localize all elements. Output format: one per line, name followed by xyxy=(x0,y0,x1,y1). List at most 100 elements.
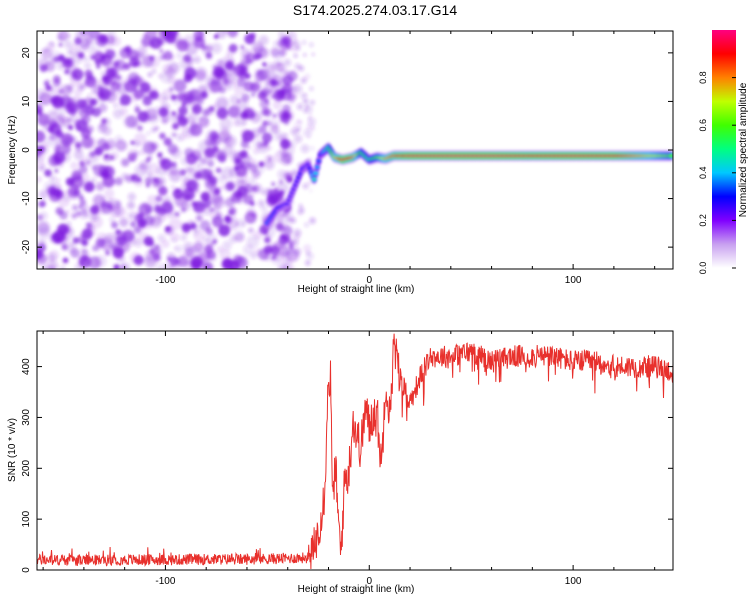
heatmap-noise-blob xyxy=(75,125,82,131)
heatmap-noise-blob xyxy=(120,158,130,167)
heatmap-noise-blob xyxy=(300,144,310,154)
heatmap-noise-blob xyxy=(151,69,157,74)
heatmap-noise-blob xyxy=(49,94,60,105)
heatmap-noise-blob xyxy=(163,31,171,36)
heatmap-noise-blob xyxy=(118,102,123,107)
heatmap-noise-blob xyxy=(222,144,234,157)
heatmap-noise-blob xyxy=(143,32,148,38)
heatmap-noise-blob xyxy=(153,114,159,121)
heatmap-noise-blob xyxy=(286,94,295,102)
heatmap-noise-blob xyxy=(90,177,97,183)
heatmap-noise-blob xyxy=(127,212,135,220)
heatmap-noise-blob xyxy=(42,119,50,127)
heatmap-noise-blob xyxy=(296,126,302,132)
heatmap-noise-blob xyxy=(52,75,61,83)
heatmap-noise-blob xyxy=(292,84,296,88)
heatmap-noise-blob xyxy=(113,264,120,269)
heatmap-noise-blob xyxy=(119,94,131,106)
heatmap-noise-blob xyxy=(91,107,102,117)
heatmap-noise-blob xyxy=(184,247,195,258)
heatmap-noise-blob xyxy=(124,45,132,54)
heatmap-noise-blob xyxy=(228,207,237,215)
heatmap-noise-blob xyxy=(283,133,288,138)
heatmap-noise-blob xyxy=(154,106,161,114)
heatmap-noise-blob xyxy=(222,31,228,34)
heatmap-noise-blob xyxy=(87,93,92,98)
heatmap-noise-blob xyxy=(188,158,196,165)
heatmap-noise-blob xyxy=(170,147,182,159)
heatmap-noise-blob xyxy=(160,158,172,170)
heatmap-noise-blob xyxy=(37,130,46,143)
heatmap-noise-blob xyxy=(281,110,291,120)
heatmap-noise-blob xyxy=(273,60,280,68)
heatmap-noise-blob xyxy=(104,48,110,53)
heatmap-noise-blob xyxy=(93,150,98,155)
heatmap-noise-blob xyxy=(227,105,241,118)
heatmap-noise-blob xyxy=(304,222,310,228)
heatmap-noise-blob xyxy=(56,178,61,183)
heatmap-noise-blob xyxy=(257,68,270,81)
heatmap-noise-blob xyxy=(182,119,188,124)
heatmap-noise-blob xyxy=(163,50,173,61)
heatmap-noise-blob xyxy=(130,140,135,145)
heatmap-noise-blob xyxy=(171,122,179,130)
heatmap-noise-blob xyxy=(273,50,284,61)
heatmap-noise-blob xyxy=(37,221,50,235)
heatmap-noise-blob xyxy=(98,103,108,113)
heatmap-noise-blob xyxy=(290,246,294,251)
heatmap-noise-blob xyxy=(142,96,153,106)
heatmap-noise-blob xyxy=(133,255,144,266)
heatmap-y-ticks: -20 -10 0 10 20 xyxy=(21,47,673,254)
heatmap-noise-blob xyxy=(180,207,187,213)
heatmap-noise-blob xyxy=(74,141,82,149)
heatmap-noise-blob xyxy=(66,116,73,123)
heatmap-noise-blob xyxy=(192,224,200,232)
heatmap-noise-blob xyxy=(249,190,256,197)
heatmap-noise-blob xyxy=(273,89,285,102)
heatmap-noise-blob xyxy=(127,192,136,201)
heatmap-noise-blob xyxy=(195,173,203,180)
heatmap-noise-blob xyxy=(284,175,290,181)
heatmap-noise-blob xyxy=(303,53,307,57)
heatmap-noise-blob xyxy=(66,84,74,92)
heatmap-noise-blob xyxy=(206,129,219,143)
heatmap-noise-blob xyxy=(254,51,259,56)
colorbar-ticks: 0.0 0.2 0.4 0.6 0.8 xyxy=(698,71,736,274)
heatmap-noise-blob xyxy=(164,225,174,235)
heatmap-noise-blob xyxy=(241,93,250,102)
heatmap-noise-blob xyxy=(169,169,182,182)
heatmap-noise-blob xyxy=(164,261,173,269)
heatmap-noise-blob xyxy=(293,228,302,237)
heatmap-noise-blob xyxy=(159,132,166,140)
heatmap-noise-blob xyxy=(207,173,212,178)
heatmap-noise-blob xyxy=(241,221,246,227)
heatmap-noise-blob xyxy=(144,255,158,268)
heatmap-noise-blob xyxy=(289,141,297,148)
heatmap-noise-blob xyxy=(79,156,89,167)
heatmap-noise-blob xyxy=(307,117,316,126)
heatmap-noise-blob xyxy=(184,181,191,188)
heatmap-noise-blob xyxy=(79,198,86,205)
heatmap-noise-blob xyxy=(104,154,109,159)
heatmap-noise-blob xyxy=(86,125,94,133)
heatmap-noise-blob xyxy=(81,250,90,258)
heatmap-noise-blob xyxy=(309,86,314,92)
heatmap-noise-blob xyxy=(294,134,303,143)
heatmap-noise-blob xyxy=(95,64,101,69)
heatmap-noise-blob xyxy=(240,128,250,138)
heatmap-noise-blob xyxy=(222,240,232,250)
heatmap-noise-blob xyxy=(301,40,307,45)
heatmap-noise-blob xyxy=(46,259,58,269)
heatmap-noise-blob xyxy=(193,241,204,253)
heatmap-noise-blob xyxy=(190,256,203,269)
heatmap-noise-blob xyxy=(142,141,156,155)
heatmap-noise-blob xyxy=(187,111,199,123)
heatmap-noise-blob xyxy=(57,34,65,42)
heatmap-noise-blob xyxy=(49,51,63,65)
heatmap-noise-blob xyxy=(92,244,99,252)
heatmap-noise-blob xyxy=(107,198,121,212)
heatmap-noise-blob xyxy=(71,95,81,105)
snr-series-line xyxy=(37,333,673,570)
heatmap-noise-blob xyxy=(65,209,71,214)
